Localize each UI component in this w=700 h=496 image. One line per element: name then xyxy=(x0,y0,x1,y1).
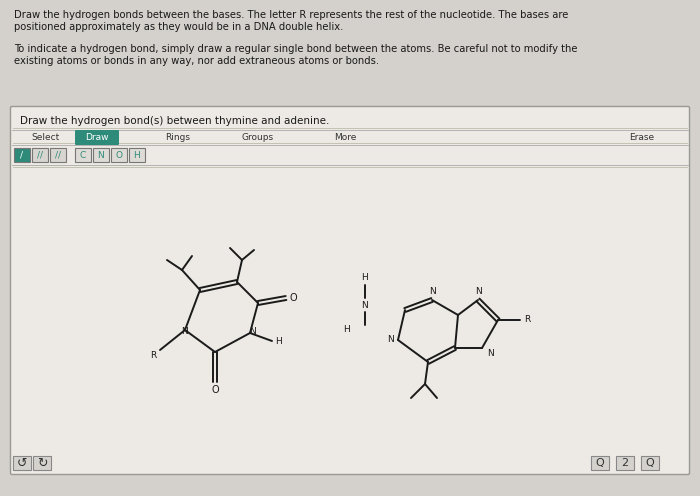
Text: Draw: Draw xyxy=(85,133,108,142)
Text: Q: Q xyxy=(645,458,654,468)
Text: /: / xyxy=(20,150,24,160)
Text: Select: Select xyxy=(31,133,59,142)
Bar xyxy=(641,456,659,470)
Text: More: More xyxy=(334,133,356,142)
Text: H: H xyxy=(134,150,141,160)
Text: N: N xyxy=(428,287,435,296)
Text: N: N xyxy=(248,326,256,335)
Bar xyxy=(591,456,609,470)
Bar xyxy=(129,148,145,162)
Text: O: O xyxy=(211,385,219,395)
Text: Q: Q xyxy=(596,458,604,468)
Bar xyxy=(32,148,48,162)
Text: R: R xyxy=(150,352,156,361)
Text: Rings: Rings xyxy=(165,133,190,142)
Bar xyxy=(33,456,51,470)
Text: N: N xyxy=(181,326,188,335)
FancyBboxPatch shape xyxy=(10,107,690,475)
Text: O: O xyxy=(116,150,122,160)
Text: To indicate a hydrogen bond, simply draw a regular single bond between the atoms: To indicate a hydrogen bond, simply draw… xyxy=(14,44,578,54)
Text: ↻: ↻ xyxy=(36,456,48,470)
Text: N: N xyxy=(475,287,482,296)
Text: //: // xyxy=(55,150,61,160)
Text: positioned approximately as they would be in a DNA double helix.: positioned approximately as they would b… xyxy=(14,22,344,32)
Text: //: // xyxy=(37,150,43,160)
Text: C: C xyxy=(80,150,86,160)
Text: 2: 2 xyxy=(622,458,629,468)
Bar xyxy=(14,148,30,162)
Text: existing atoms or bonds in any way, nor add extraneous atoms or bonds.: existing atoms or bonds in any way, nor … xyxy=(14,56,379,66)
Text: ↺: ↺ xyxy=(17,456,27,470)
FancyBboxPatch shape xyxy=(75,130,119,145)
Text: N: N xyxy=(488,349,494,358)
Text: R: R xyxy=(524,315,530,324)
Bar xyxy=(13,456,31,470)
Text: N: N xyxy=(362,301,368,310)
Text: Draw the hydrogen bond(s) between thymine and adenine.: Draw the hydrogen bond(s) between thymin… xyxy=(20,116,330,126)
Text: Groups: Groups xyxy=(242,133,274,142)
Text: H: H xyxy=(344,325,351,334)
Bar xyxy=(75,148,91,162)
Bar xyxy=(616,456,634,470)
Text: Draw the hydrogen bonds between the bases. The letter R represents the rest of t: Draw the hydrogen bonds between the base… xyxy=(14,10,568,20)
Bar xyxy=(111,148,127,162)
Text: Erase: Erase xyxy=(629,133,655,142)
Text: H: H xyxy=(362,273,368,283)
Text: O: O xyxy=(289,293,297,303)
Text: N: N xyxy=(97,150,104,160)
Bar xyxy=(50,148,66,162)
Text: H: H xyxy=(274,336,281,346)
Text: N: N xyxy=(386,335,393,345)
Bar xyxy=(93,148,109,162)
